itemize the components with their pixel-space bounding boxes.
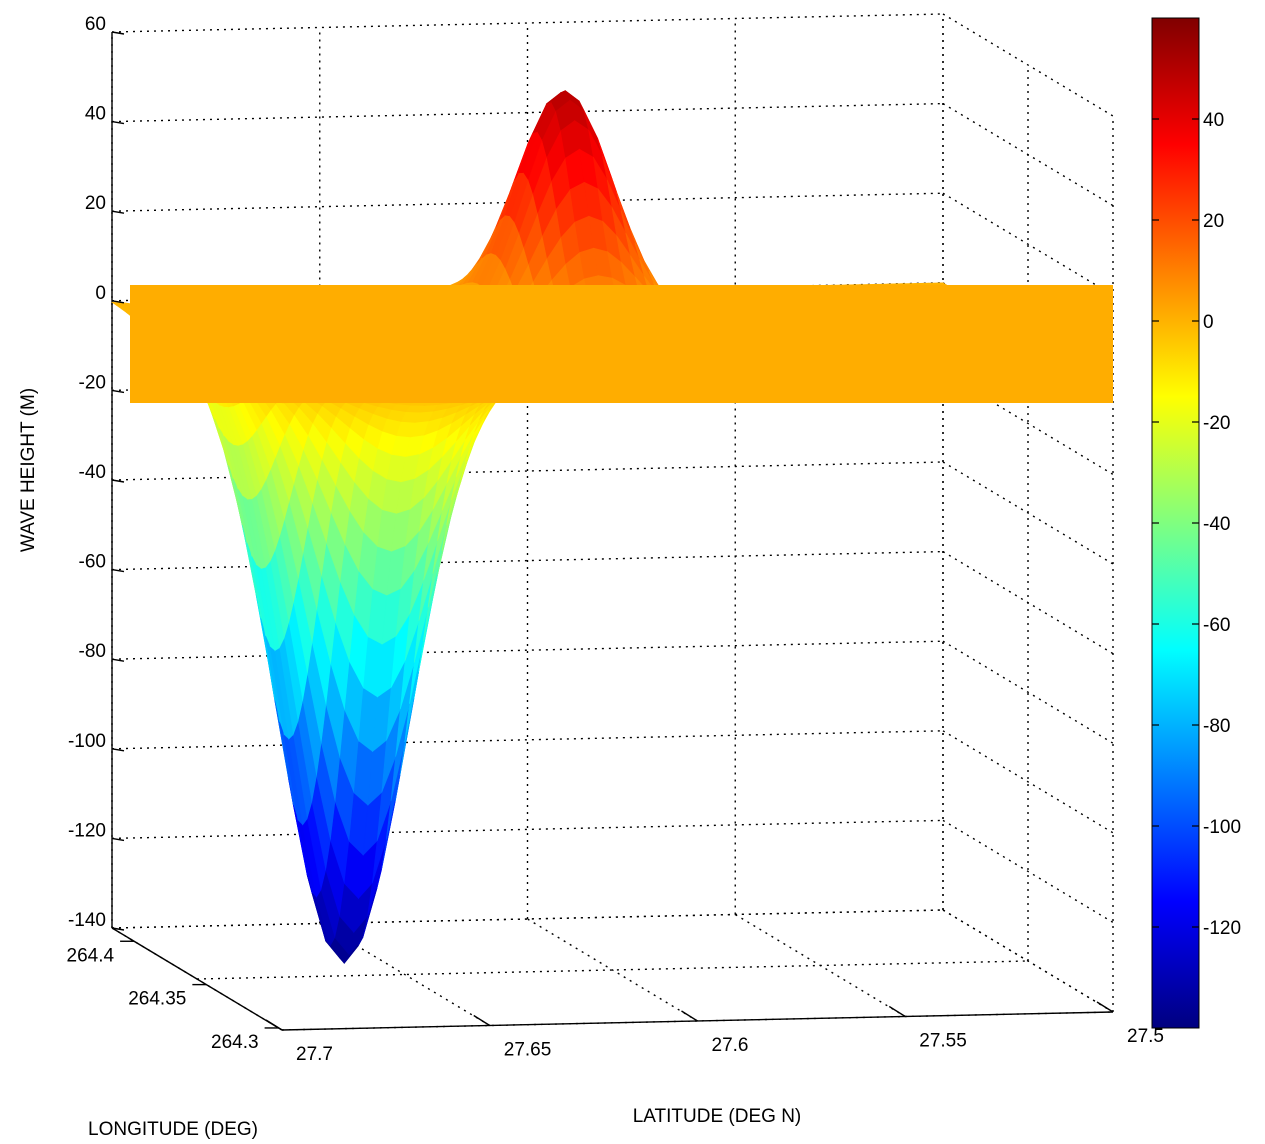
longitude-tick-label: 264.3: [211, 1032, 259, 1053]
back-wall-gridline: [111, 819, 944, 840]
z-tick-mark: [111, 837, 125, 842]
latitude-tick-mark: [473, 1014, 491, 1027]
latitude-tick-mark: [888, 1005, 906, 1018]
latitude-tick-label: 27.65: [504, 1040, 552, 1061]
side-wall-gridline: [942, 371, 1114, 476]
z-tick-label: -40: [79, 462, 106, 483]
z-axis-label: WAVE HEIGHT (M): [18, 388, 39, 552]
wave-surface: [110, 90, 1115, 964]
z-tick-label: -120: [68, 820, 106, 841]
colorbar-tick-label: -60: [1203, 615, 1230, 636]
floor-gridline: [734, 913, 906, 1018]
z-tick-label: 20: [85, 193, 106, 214]
z-tick-label: 40: [85, 104, 106, 125]
latitude-tick-label: 27.5: [1127, 1026, 1164, 1047]
z-tick-mark: [111, 479, 125, 483]
side-wall-gridline: [942, 640, 1114, 744]
z-tick-mark: [111, 300, 125, 304]
colorbar-tick-label: -40: [1203, 514, 1230, 535]
z-tick-mark: [111, 748, 125, 752]
z-tick-mark: [111, 210, 125, 214]
latitude-tick-mark: [681, 1010, 698, 1022]
z-tick-label: -100: [68, 731, 106, 752]
latitude-tick-mark: [1096, 1001, 1114, 1013]
latitude-tick-label: 27.55: [919, 1031, 967, 1052]
z-tick-label: -20: [79, 372, 106, 393]
side-wall-gridline: [942, 730, 1114, 834]
z-tick-label: -140: [68, 910, 106, 931]
colorbar-tick-label: -80: [1203, 716, 1230, 737]
z-tick-mark: [111, 927, 125, 931]
colorbar: [1151, 17, 1200, 1029]
latitude-axis-label: LATITUDE (DEG N): [633, 1106, 802, 1127]
latitude-tick-label: 27.7: [296, 1044, 333, 1065]
water-plane: [130, 285, 1113, 403]
axis-ticks: 60 40 20 0 -20 -40 -60 -80 -100 -120 -140 27.7 27.65…: [67, 14, 1164, 1065]
z-tick-label: -80: [79, 641, 106, 662]
z-tick-mark: [111, 389, 125, 394]
z-tick-mark: [111, 658, 125, 662]
longitude-axis-label: LONGITUDE (DEG): [88, 1119, 258, 1140]
latitude-tick-mark: [265, 1019, 283, 1031]
z-tick-mark: [111, 568, 125, 573]
side-wall-gridline: [942, 13, 1114, 117]
colorbar-tick-label: 20: [1203, 211, 1224, 232]
z-tick-label: -60: [79, 552, 106, 573]
side-wall-gridline: [942, 192, 1114, 296]
colorbar-tick-label: -120: [1203, 918, 1241, 939]
longitude-axis-line: [111, 927, 283, 1031]
z-tick-label: 0: [95, 283, 106, 304]
latitude-tick-label: 27.6: [712, 1035, 749, 1056]
longitude-tick-label: 264.35: [128, 989, 186, 1010]
floor-gridline: [527, 918, 698, 1022]
back-wall-gridline: [111, 730, 944, 750]
colorbar-tick-label: -20: [1203, 413, 1230, 434]
colorbar-ticks: 40 20 0 -20 -40 -60 -80 -100 -120: [1152, 110, 1241, 939]
colorbar-tick-label: -100: [1203, 817, 1241, 838]
longitude-tick-label: 264.4: [67, 945, 115, 966]
z-tick-mark: [111, 31, 125, 35]
z-tick-label: 60: [85, 14, 106, 35]
colorbar-tick-label: 40: [1203, 110, 1224, 131]
back-wall-gridline: [111, 640, 944, 660]
colorbar-tick-label: 0: [1203, 312, 1214, 333]
floor-gridline: [942, 909, 1114, 1013]
z-tick-mark: [111, 120, 125, 125]
floor-gridline: [319, 922, 491, 1027]
side-wall-gridline: [942, 819, 1114, 924]
